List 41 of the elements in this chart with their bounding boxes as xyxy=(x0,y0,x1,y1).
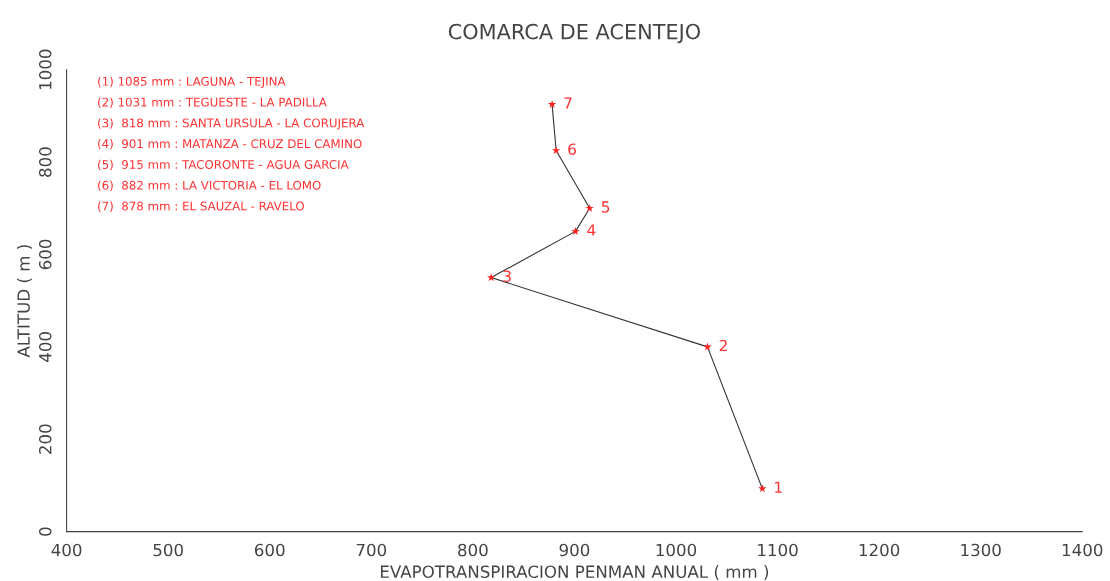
annotation: 7 xyxy=(564,97,572,109)
annotation: 3 xyxy=(503,270,511,283)
annotation: (5) 915 mm : TACORONTE - AGUA GARCIA xyxy=(98,159,349,171)
y-tick-label: 800 xyxy=(38,147,52,177)
annotation: 5 xyxy=(601,201,610,213)
y-tick-label: 0 xyxy=(38,527,52,536)
x-tick-label: 700 xyxy=(356,543,387,557)
chart-title: COMARCA DE ACENTEJO xyxy=(448,23,700,44)
x-tick-label: 1400 xyxy=(1062,543,1103,557)
point xyxy=(571,226,580,235)
annotation: (2) 1031 mm : TEGUESTE - LA PADILLA xyxy=(98,97,327,108)
y-tick-label: 200 xyxy=(38,424,52,454)
y-tick-label: 1000 xyxy=(38,49,52,90)
x-tick-label: 500 xyxy=(153,543,183,557)
annotation: (7) 878 mm : EL SAUZAL - RAVELO xyxy=(98,201,304,212)
point xyxy=(585,203,594,212)
x-tick-label: 400 xyxy=(51,543,82,557)
x-tick-label: 900 xyxy=(559,543,590,557)
annotation: (3) 818 mm : SANTA URSULA - LA CORUJERA xyxy=(98,118,365,130)
x-tick-label: 1000 xyxy=(656,543,697,557)
point xyxy=(486,273,496,282)
point xyxy=(547,99,557,108)
annotation: 1 xyxy=(775,481,782,493)
y-tick-label: 400 xyxy=(38,332,52,362)
point xyxy=(703,342,712,351)
y-tick-label: 600 xyxy=(38,239,52,270)
x-tick-label: 600 xyxy=(254,543,285,557)
annotation: 6 xyxy=(568,143,577,155)
annotation: 4 xyxy=(587,224,596,236)
annotation: (6) 882 mm : LA VICTORIA - EL LOMO xyxy=(98,180,321,192)
annotation: 2 xyxy=(719,339,727,352)
x-tick-label: 1100 xyxy=(758,543,798,557)
x-tick-label: 1200 xyxy=(859,543,900,557)
x-tick-label: 1300 xyxy=(961,543,1001,557)
point xyxy=(551,146,561,155)
annotation: (4) 901 mm : MATANZA - CRUZ DEL CAMINO xyxy=(98,139,362,150)
point xyxy=(758,484,767,493)
x-tick-label: 800 xyxy=(458,543,488,557)
annotation: (1) 1085 mm : LAGUNA - TEJINA xyxy=(98,76,286,88)
y-axis-title: ALTITUD ( m ) xyxy=(17,245,32,358)
x-axis-title: EVAPOTRANSPIRACION PENMAN ANUAL ( mm ) xyxy=(381,565,769,580)
